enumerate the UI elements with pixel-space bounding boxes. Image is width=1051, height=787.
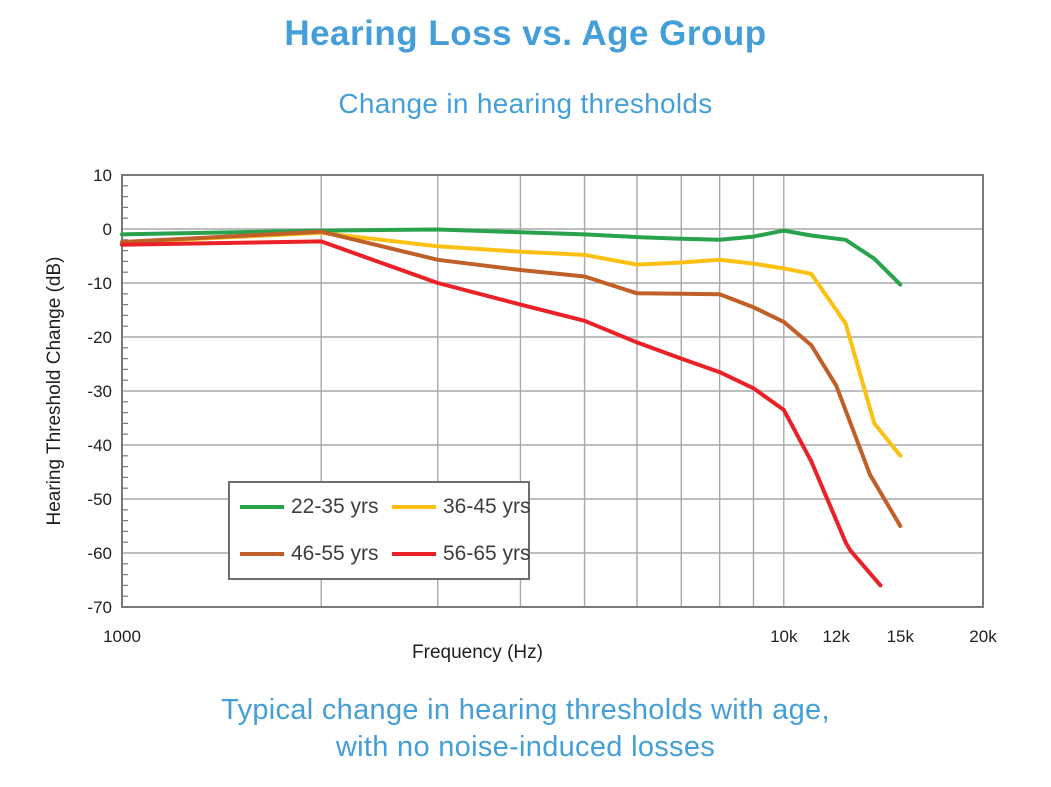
y-tick-label: -60 xyxy=(87,544,112,563)
x-axis-label: Frequency (Hz) xyxy=(412,642,543,663)
legend-label-36-45: 36-45 yrs xyxy=(443,494,531,518)
x-tick-label: 10k xyxy=(770,627,798,646)
y-tick-label: -50 xyxy=(87,490,112,509)
legend-swatch-46-55 xyxy=(240,552,284,557)
legend-swatch-36-45 xyxy=(392,504,436,509)
legend-item-22-35: 22-35 yrs xyxy=(230,495,382,519)
x-tick-label: 15k xyxy=(887,627,915,646)
y-tick-label: -20 xyxy=(87,328,112,347)
y-tick-label: 10 xyxy=(93,166,112,185)
legend-label-22-35: 22-35 yrs xyxy=(291,494,379,518)
y-tick-label: -70 xyxy=(87,598,112,617)
series-line-46-55-yrs xyxy=(120,229,903,528)
y-tick-label: -40 xyxy=(87,436,112,455)
chart-area: 10 0 -10 -20 -30 -40 -50 -60 -70 1000 10k 12k 15k 20k… xyxy=(0,150,1051,670)
legend-label-56-65: 56-65 yrs xyxy=(443,542,531,566)
caption-line-2: with no noise-induced losses xyxy=(335,731,716,763)
legend-box: 22-35 yrs 36-45 yrs 46-55 yrs 56-65 yrs xyxy=(228,481,531,580)
x-tick-label: 1000 xyxy=(103,627,141,646)
legend-swatch-22-35 xyxy=(240,504,284,509)
page-subtitle: Change in hearing thresholds xyxy=(338,88,713,119)
y-tick-label: -10 xyxy=(87,274,112,293)
plot-frame xyxy=(121,174,984,608)
page-title: Hearing Loss vs. Age Group xyxy=(284,14,767,53)
x-tick-label: 20k xyxy=(969,627,997,646)
series-line-36-45-yrs xyxy=(120,230,903,458)
x-tick-label: 12k xyxy=(822,627,850,646)
y-axis-label: Hearing Threshold Change (dB) xyxy=(44,257,65,526)
legend-item-36-45: 36-45 yrs xyxy=(382,494,531,519)
y-tick-label: 0 xyxy=(103,220,112,239)
chart-svg: 10 0 -10 -20 -30 -40 -50 -60 -70 1000 10k 12k 15k 20k… xyxy=(44,166,997,663)
series-line-22-35-yrs xyxy=(120,227,903,287)
caption: Typical change in hearing thresholds wit… xyxy=(0,692,1051,766)
legend-item-46-55: 46-55 yrs xyxy=(230,542,382,566)
legend-item-56-65: 56-65 yrs xyxy=(382,542,531,566)
legend-label-46-55: 46-55 yrs xyxy=(291,542,379,566)
series-line-56-65-yrs xyxy=(120,239,883,588)
y-tick-label: -30 xyxy=(87,382,112,401)
legend-swatch-56-65 xyxy=(392,552,436,557)
caption-line-1: Typical change in hearing thresholds wit… xyxy=(221,694,830,726)
